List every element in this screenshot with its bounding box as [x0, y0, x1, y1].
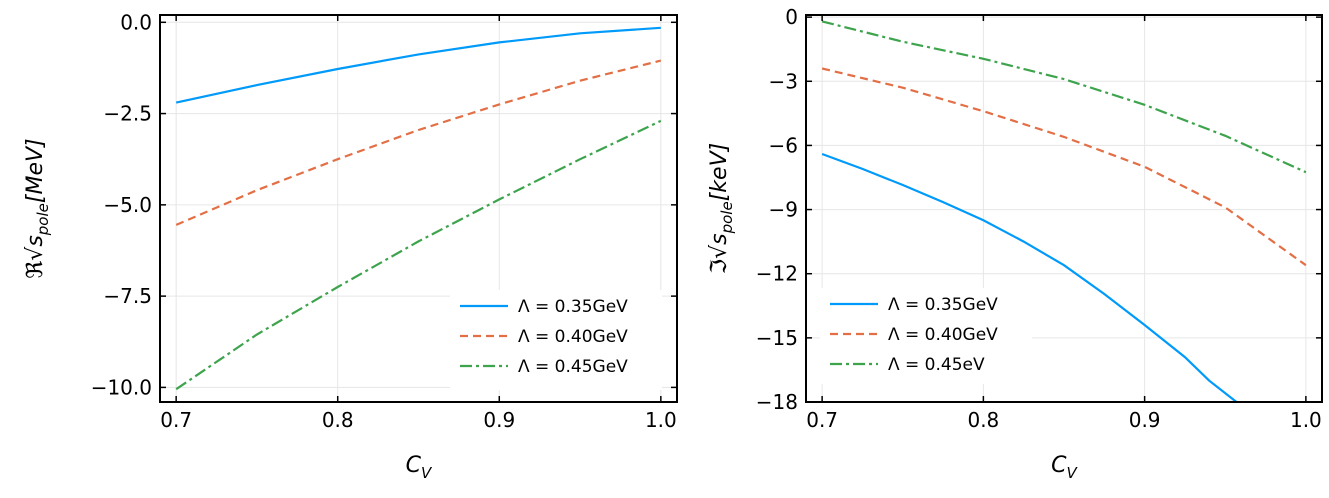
y-tick-label: −5.0 — [103, 193, 152, 217]
legend-label: Λ = 0.35GeV — [888, 295, 998, 315]
chart-panel-1: 0.7 0.8 0.9 1.0 0.0 −2.5 −5.0 −7.5 −10.0 CV ℜ√spol… — [23, 10, 678, 482]
y-tick-label: −18 — [756, 390, 798, 414]
series-line-3 — [175, 119, 662, 391]
y-axis-title: ℑ√spole[keV] — [707, 143, 736, 274]
plot-frame — [805, 14, 1323, 403]
legend-label: Λ = 0.40GeV — [518, 327, 628, 347]
legend-label: Λ = 0.45eV — [888, 355, 985, 375]
y-axis-title: ℜ√spole[MeV] — [23, 138, 52, 278]
x-tick-label: 1.0 — [645, 408, 677, 432]
y-tick-label: 0 — [785, 5, 798, 29]
series-line-2 — [175, 59, 662, 226]
legend-label: Λ = 0.35GeV — [518, 297, 628, 317]
legend: Λ = 0.35GeV Λ = 0.40GeV Λ = 0.45GeV — [450, 290, 662, 390]
x-axis-title: CV — [1051, 453, 1078, 482]
series-line-1 — [175, 26, 661, 104]
y-tick-label: −9 — [769, 198, 798, 222]
series-line-2 — [821, 67, 1307, 267]
y-tick-label: −12 — [756, 262, 798, 286]
x-axis-title: CV — [406, 453, 433, 482]
x-tick-label: 1.0 — [1290, 408, 1322, 432]
y-tick-label: −15 — [756, 326, 798, 350]
y-tick-label: −6 — [769, 133, 798, 157]
x-tick-label: 0.7 — [160, 408, 192, 432]
y-tick-label: −7.5 — [103, 284, 152, 308]
x-tick-label: 0.8 — [322, 408, 354, 432]
x-tick-label: 0.8 — [967, 408, 999, 432]
x-tick-label: 0.9 — [1129, 408, 1161, 432]
plot-frame — [159, 14, 678, 403]
x-tick-label: 0.9 — [483, 408, 515, 432]
y-tick-label: 0.0 — [120, 10, 152, 34]
y-tick-label: −2.5 — [103, 102, 152, 126]
legend: Λ = 0.35GeV Λ = 0.40GeV Λ = 0.45eV — [820, 288, 1032, 384]
legend-label: Λ = 0.45GeV — [518, 357, 628, 377]
chart-panel-2: 0.7 0.8 0.9 1.0 0 −3 −6 −9 −12 −15 −18 CV ℑ√spole[ke… — [707, 5, 1323, 482]
series-line-3 — [821, 20, 1307, 174]
series-line-1 — [821, 152, 1238, 402]
legend-label: Λ = 0.40GeV — [888, 325, 998, 345]
y-tick-label: −3 — [769, 69, 798, 93]
x-tick-label: 0.7 — [806, 408, 838, 432]
y-tick-label: −10.0 — [91, 375, 152, 399]
